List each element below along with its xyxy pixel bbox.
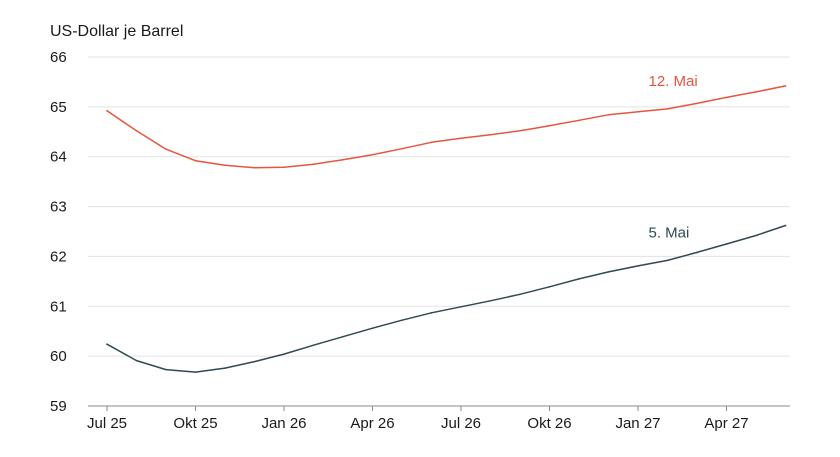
data-point — [548, 125, 551, 127]
data-point — [519, 129, 521, 132]
data-point — [637, 265, 639, 267]
data-point — [135, 359, 138, 362]
data-point — [342, 158, 344, 161]
y-tick-label: 60 — [50, 348, 67, 365]
data-point — [106, 110, 108, 112]
series-lines — [106, 85, 787, 373]
x-axis-tick-labels: Jul 25 Okt 25 Jan 26 Apr 26 Jul 26 Okt 26 Jan … — [87, 415, 749, 432]
y-tick-label: 59 — [50, 398, 67, 415]
y-tick-label: 64 — [50, 149, 67, 166]
y-tick-label: 65 — [50, 99, 67, 116]
data-point — [430, 311, 433, 314]
data-point — [607, 114, 610, 116]
data-point — [784, 224, 787, 227]
x-tick-label: Jul 25 — [87, 415, 127, 432]
data-point — [548, 286, 551, 288]
x-tick-label: Jul 26 — [441, 415, 481, 432]
data-point — [666, 108, 669, 110]
data-point — [165, 148, 167, 151]
y-tick-label: 66 — [50, 49, 67, 66]
data-point — [224, 164, 226, 166]
data-point — [578, 278, 580, 280]
data-point — [371, 153, 374, 156]
data-point — [755, 91, 757, 93]
data-point — [401, 147, 403, 150]
series-label: 12. Mai — [649, 73, 698, 90]
data-point — [401, 319, 403, 322]
data-point — [460, 137, 462, 140]
data-point — [489, 133, 492, 136]
data-point — [194, 371, 197, 373]
data-point — [725, 96, 728, 99]
x-tick-label: Apr 27 — [704, 415, 748, 432]
data-point — [489, 300, 492, 302]
data-point — [283, 353, 285, 355]
series-labels: 12. Mai 5. Mai — [649, 73, 698, 242]
data-point — [784, 85, 787, 87]
series-line — [106, 85, 787, 169]
data-point — [312, 344, 315, 346]
x-tick-label: Jan 26 — [261, 415, 306, 432]
data-point — [430, 141, 433, 144]
data-point — [755, 234, 757, 237]
series-label: 5. Mai — [649, 225, 690, 242]
data-point — [696, 251, 698, 254]
data-point — [725, 243, 728, 245]
data-point — [106, 343, 108, 345]
y-axis-title: US-Dollar je Barrel — [50, 23, 183, 40]
data-point — [283, 166, 285, 168]
data-point — [342, 335, 344, 338]
data-point — [194, 159, 197, 162]
data-point — [637, 111, 639, 113]
data-point — [165, 368, 167, 371]
data-point — [253, 360, 256, 363]
data-point — [253, 166, 256, 169]
series-line — [106, 224, 787, 373]
data-point — [696, 102, 698, 105]
data-point — [666, 259, 669, 262]
y-tick-label: 61 — [50, 298, 67, 315]
data-point — [135, 129, 138, 132]
y-tick-label: 62 — [50, 248, 67, 265]
data-point — [224, 367, 226, 369]
x-tick-label: Apr 26 — [350, 415, 394, 432]
y-tick-label: 63 — [50, 199, 67, 216]
data-point — [460, 305, 462, 308]
data-point — [578, 119, 580, 122]
x-tick-label: Okt 26 — [527, 415, 571, 432]
y-axis-tick-labels: 59 60 61 62 63 64 65 66 — [50, 49, 67, 415]
data-point — [371, 327, 374, 330]
data-point — [312, 163, 315, 165]
x-tick-label: Okt 25 — [173, 415, 217, 432]
data-point — [519, 293, 521, 296]
data-point — [607, 271, 610, 273]
gridlines — [88, 56, 790, 411]
x-tick-label: Jan 27 — [615, 415, 660, 432]
